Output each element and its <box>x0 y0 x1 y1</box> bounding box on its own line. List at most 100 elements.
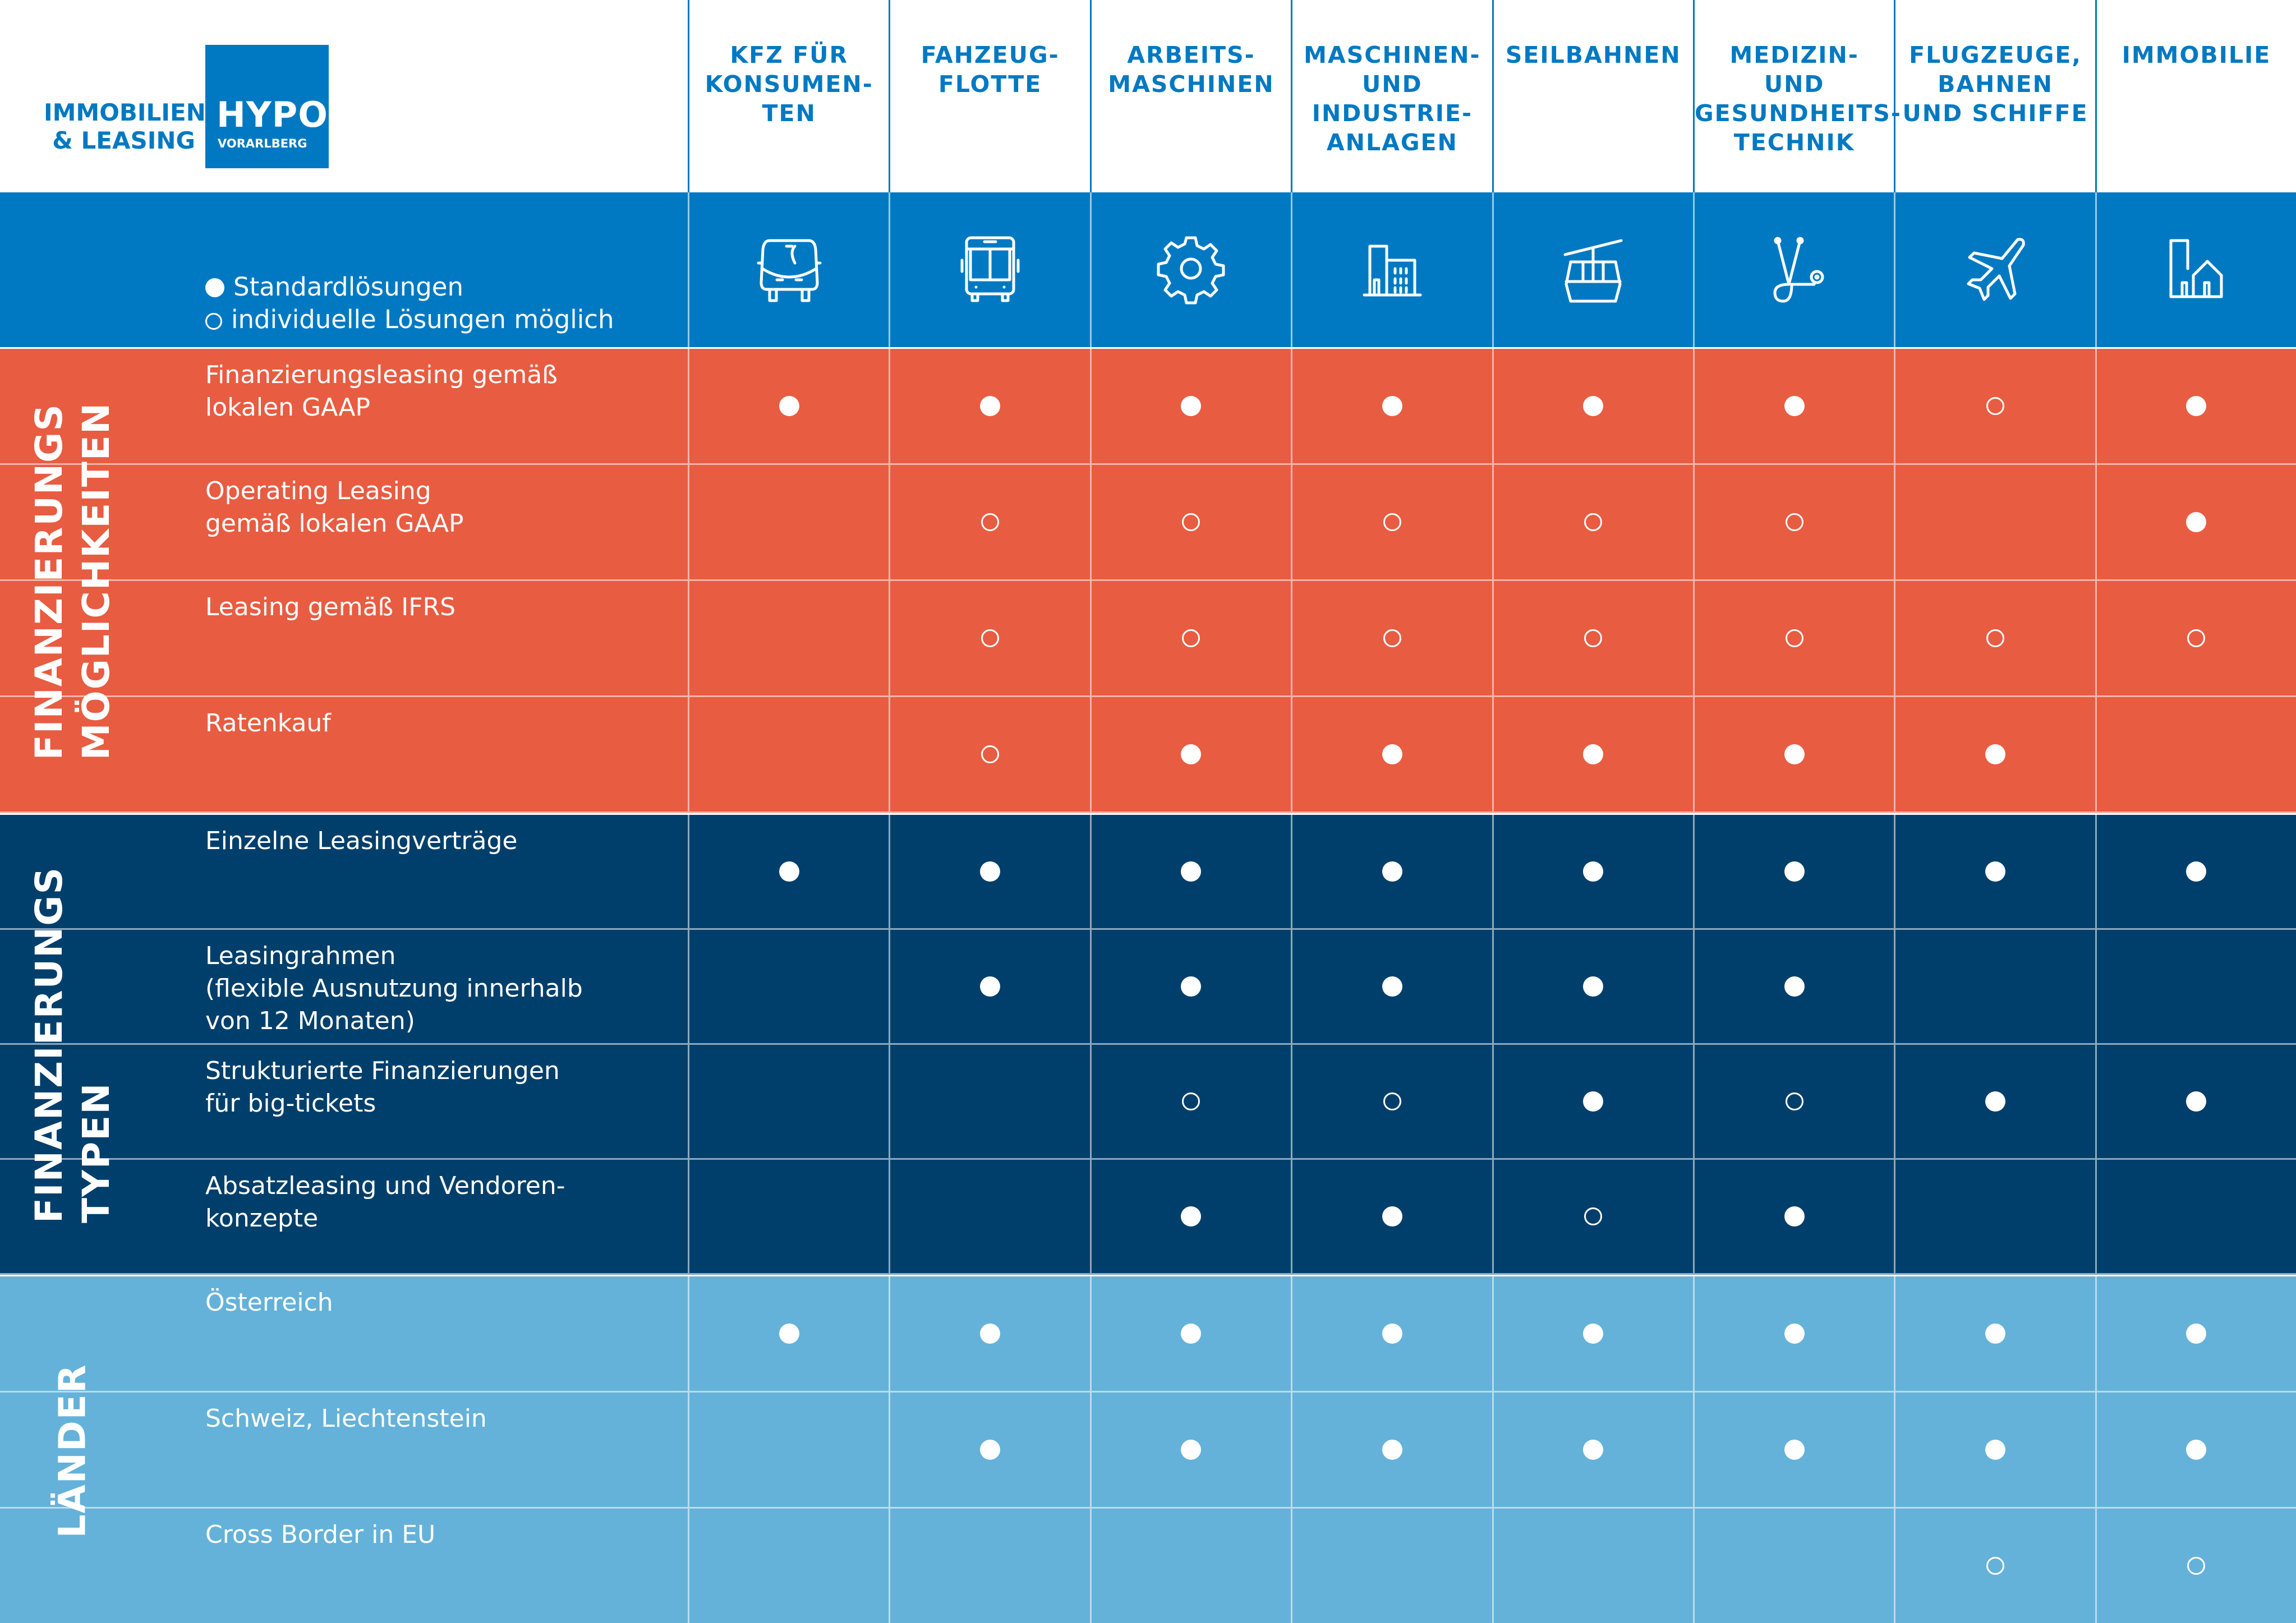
open-dot-icon <box>1584 629 1603 647</box>
table-cell <box>889 1160 1089 1273</box>
filled-dot-icon <box>1784 1206 1805 1227</box>
row-label: Leasing gemäß IFRS <box>205 593 456 621</box>
table-cell <box>1894 349 2095 463</box>
logo-brand: HYPO <box>217 94 328 135</box>
open-dot-icon <box>1182 629 1200 647</box>
logo: IMMOBILIEN & LEASING HYPO VORARLBERG <box>0 0 688 192</box>
table-cell <box>2095 697 2296 811</box>
open-dot-icon <box>1383 1092 1401 1110</box>
table-cell <box>2095 930 2296 1043</box>
filled-dot-icon <box>980 1440 1001 1460</box>
row-label: Schweiz, Liechtenstein <box>205 1404 487 1433</box>
legend-individual-label: individuelle Lösungen möglich <box>231 305 614 334</box>
table-cell <box>2095 465 2296 579</box>
column-header: IMMOBILIE <box>2095 0 2296 192</box>
table-cell <box>889 697 1089 811</box>
table-cell <box>889 581 1089 695</box>
table-cell <box>889 349 1089 463</box>
filled-dot-icon <box>1784 1440 1805 1460</box>
filled-dot-icon <box>779 396 799 416</box>
table-cell <box>1291 1393 1492 1507</box>
column-icon-cell <box>889 192 1089 347</box>
table-cell <box>1894 1160 2095 1273</box>
open-dot-icon <box>1986 629 2005 647</box>
filled-dot-icon <box>1784 396 1805 416</box>
table-cell <box>2095 581 2296 695</box>
section-title: FINANZIERUNGS TYPEN <box>0 815 146 1275</box>
table-cell <box>1894 815 2095 928</box>
filled-dot-icon <box>779 1324 799 1344</box>
row-label: Cross Border in EU <box>205 1520 436 1549</box>
table-cell <box>1692 1393 1894 1507</box>
table-cell <box>1291 815 1492 928</box>
house-icon <box>2157 229 2235 310</box>
table-row: Leasing gemäß IFRS <box>0 581 2296 697</box>
filled-dot-icon <box>980 861 1001 882</box>
open-dot-icon <box>1785 1092 1803 1110</box>
filled-dot-icon <box>1784 744 1805 764</box>
table-cell <box>1492 1393 1693 1507</box>
filled-dot-icon <box>1784 861 1805 882</box>
table-cell <box>1492 697 1693 811</box>
row-label: Ratenkauf <box>205 709 331 737</box>
filled-dot-icon <box>1583 861 1604 882</box>
table-cell <box>1291 1509 1492 1623</box>
table-cell <box>1894 465 2095 579</box>
column-header: MASCHINEN- UND INDUSTRIE- ANLAGEN <box>1291 0 1492 192</box>
table-cell <box>1291 697 1492 811</box>
column-icon-cell <box>2095 192 2296 347</box>
open-dot-icon <box>2187 1557 2206 1575</box>
icon-band: Standardlösungen individuelle Lösungen m… <box>0 192 2296 349</box>
filled-dot-icon <box>1181 744 1202 764</box>
table-cell <box>889 815 1089 928</box>
table-cell <box>1089 581 1291 695</box>
table-cell <box>688 1276 889 1391</box>
header-row: IMMOBILIEN & LEASING HYPO VORARLBERG KFZ F… <box>0 0 2296 192</box>
filled-dot-icon <box>779 861 799 882</box>
table-cell <box>2095 1160 2296 1273</box>
stethoscope-icon <box>1755 229 1834 310</box>
section-title-text: FINANZIERUNGS MÖGLICHKEITEN <box>27 402 118 760</box>
table-cell <box>688 349 889 463</box>
filled-dot-icon <box>1181 1440 1202 1460</box>
legend-individual: individuelle Lösungen möglich <box>205 303 688 336</box>
table-cell <box>688 930 889 1043</box>
filled-dot-icon <box>1382 744 1402 764</box>
filled-dot-icon <box>1985 744 2006 764</box>
section: Österreich Schweiz, Liechtenstein Cross Bo… <box>0 1276 2296 1623</box>
filled-dot-icon <box>2186 1091 2207 1112</box>
table-cell <box>1692 1276 1894 1391</box>
open-dot-icon <box>981 513 1000 531</box>
table-cell <box>1692 1509 1894 1623</box>
gear-icon <box>1152 229 1230 310</box>
table-cell <box>1692 930 1894 1043</box>
table-cell <box>1492 930 1693 1043</box>
legend-standard-label: Standardlösungen <box>233 272 464 302</box>
table-row: Finanzierungsleasing gemäß lokalen GAAP <box>0 349 2296 465</box>
open-dot-icon <box>205 313 222 330</box>
table-cell <box>1089 465 1291 579</box>
column-icon-cell <box>688 192 889 347</box>
filled-dot-icon <box>2186 512 2207 532</box>
filled-dot-icon <box>1382 1440 1402 1460</box>
column-icon-cell <box>1089 192 1291 347</box>
column-icon-cell <box>1692 192 1894 347</box>
filled-dot-icon <box>980 1324 1001 1344</box>
table-cell <box>1692 349 1894 463</box>
table-cell <box>1089 815 1291 928</box>
filled-dot-icon <box>1784 976 1805 997</box>
bus-icon <box>951 229 1029 310</box>
column-header: ARBEITS- MASCHINEN <box>1089 0 1291 192</box>
table-cell <box>1089 349 1291 463</box>
table-cell <box>2095 349 2296 463</box>
open-dot-icon <box>1986 397 2005 415</box>
table-cell <box>889 1276 1089 1391</box>
table-cell <box>1692 815 1894 928</box>
table-cell <box>1492 349 1693 463</box>
filled-dot-icon <box>1181 1324 1202 1344</box>
table-cell <box>1692 1160 1894 1273</box>
open-dot-icon <box>1584 1207 1603 1225</box>
column-icon-cell <box>1492 192 1693 347</box>
table-row: Ratenkauf <box>0 697 2296 813</box>
filled-dot-icon <box>1583 1091 1604 1112</box>
